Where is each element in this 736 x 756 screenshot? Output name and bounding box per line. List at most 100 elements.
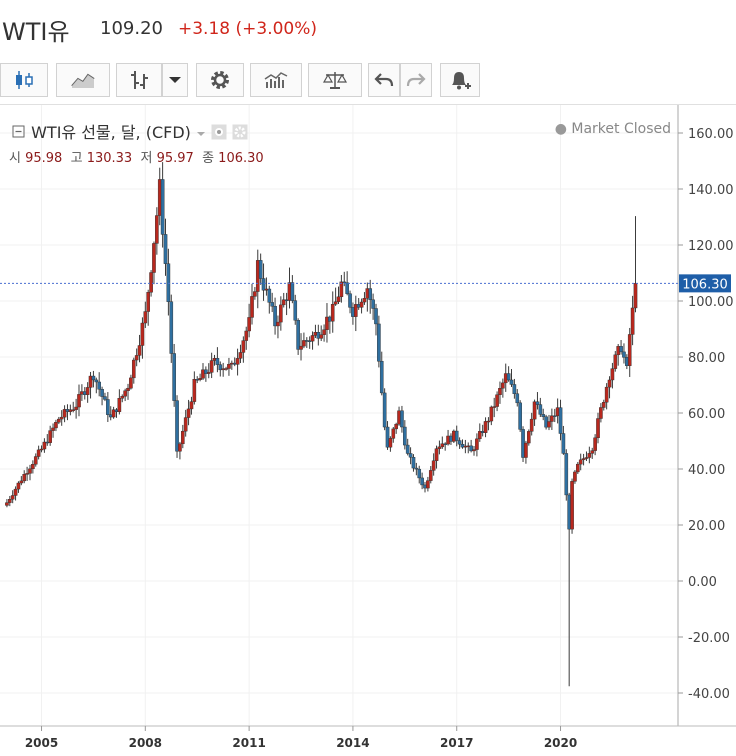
legend-dropdown-icon[interactable] bbox=[196, 130, 206, 138]
candle-body bbox=[36, 449, 41, 457]
candlestick-icon bbox=[16, 71, 33, 89]
candle-body bbox=[25, 473, 29, 475]
candle-body bbox=[325, 316, 329, 330]
candle-body bbox=[123, 390, 127, 397]
last-price-label: 106.30 bbox=[682, 277, 728, 292]
settings-button[interactable] bbox=[196, 63, 244, 97]
candle-body bbox=[512, 384, 517, 394]
candle-body bbox=[258, 260, 263, 279]
candle-body bbox=[42, 441, 47, 450]
legend-title: WTI유 선물, 달, (CFD) bbox=[31, 123, 191, 142]
undo-button[interactable] bbox=[368, 63, 400, 97]
candle-body bbox=[411, 457, 416, 469]
candle-body bbox=[622, 351, 626, 358]
y-tick-label: 20.00 bbox=[688, 519, 725, 534]
add-alert-button[interactable] bbox=[440, 63, 480, 97]
low-value: 95.97 bbox=[156, 151, 194, 166]
redo-button[interactable] bbox=[400, 63, 432, 97]
high-value: 130.33 bbox=[86, 151, 133, 166]
candle-body bbox=[267, 288, 272, 303]
candle-body bbox=[54, 422, 58, 429]
y-tick-label: 0.00 bbox=[688, 575, 717, 590]
candle-body bbox=[273, 305, 277, 327]
candle-body bbox=[613, 354, 618, 369]
candle-body bbox=[322, 329, 326, 335]
candle-body bbox=[59, 416, 64, 420]
candle-body bbox=[134, 355, 139, 361]
bar-chart-button[interactable] bbox=[116, 63, 162, 97]
candle-body bbox=[39, 448, 44, 451]
gear-icon bbox=[211, 71, 229, 89]
symbol-title: WTI유 bbox=[2, 18, 70, 46]
candle-body bbox=[333, 301, 338, 305]
legend-title-row: WTI유 선물, 달, (CFD) bbox=[12, 119, 248, 143]
candle-body bbox=[111, 409, 116, 418]
candle-body bbox=[434, 448, 439, 461]
candle-body bbox=[535, 401, 540, 405]
x-tick-label: 2020 bbox=[544, 736, 577, 750]
candle-body bbox=[405, 444, 410, 454]
candle-body bbox=[610, 368, 615, 381]
market-status-text: Market Closed bbox=[571, 121, 671, 137]
candle-body bbox=[310, 335, 315, 342]
candle-body bbox=[10, 495, 15, 500]
y-tick-label: -40.00 bbox=[688, 687, 730, 702]
chart-type-dropdown[interactable] bbox=[162, 63, 188, 97]
y-tick-label: 120.00 bbox=[688, 239, 734, 254]
y-tick-label: 140.00 bbox=[688, 183, 734, 198]
candlestick-button[interactable] bbox=[0, 63, 48, 97]
candle-body bbox=[529, 418, 534, 432]
chart-area[interactable]: 160.00 140.00 120.00 100.00 80.00 60.00 40.00 2… bbox=[0, 105, 736, 756]
candle-body bbox=[279, 304, 283, 323]
candle-body bbox=[235, 358, 240, 365]
candle-body bbox=[590, 450, 595, 454]
candle-body bbox=[417, 468, 422, 479]
candle-body bbox=[120, 396, 125, 399]
indicators-button[interactable] bbox=[250, 63, 302, 97]
x-tick-label: 2017 bbox=[440, 736, 473, 750]
candle-body bbox=[454, 430, 459, 441]
candle-body bbox=[518, 402, 522, 430]
candle-body bbox=[552, 415, 557, 417]
candle-body bbox=[218, 364, 223, 371]
eye-icon[interactable] bbox=[211, 124, 227, 140]
indicators-icon bbox=[264, 72, 288, 88]
y-tick-label: 60.00 bbox=[688, 407, 725, 422]
candle-body bbox=[281, 299, 286, 306]
candle-body bbox=[137, 345, 142, 356]
candle-body bbox=[227, 363, 231, 369]
candle-body bbox=[408, 453, 413, 458]
candle-body bbox=[532, 401, 537, 420]
compare-button[interactable] bbox=[308, 63, 362, 97]
candle-body bbox=[630, 307, 635, 335]
candle-body bbox=[596, 418, 600, 439]
candle-body bbox=[388, 438, 393, 448]
x-tick-label: 2011 bbox=[232, 736, 265, 750]
line-chart-button[interactable] bbox=[56, 63, 110, 97]
candle-body bbox=[16, 482, 21, 490]
candle-body bbox=[391, 428, 396, 439]
candle-body bbox=[172, 353, 176, 401]
last-price: 109.20 bbox=[100, 18, 163, 39]
collapse-icon[interactable] bbox=[12, 125, 26, 139]
candle-body bbox=[51, 427, 55, 431]
candle-body bbox=[483, 421, 488, 433]
candle-body bbox=[469, 445, 473, 452]
candle-body bbox=[599, 407, 603, 419]
price-chart[interactable]: 160.00 140.00 120.00 100.00 80.00 60.00 40.00 2… bbox=[0, 105, 736, 756]
candle-body bbox=[152, 243, 156, 273]
candle-body bbox=[97, 381, 101, 390]
candle-body bbox=[515, 393, 520, 404]
candle-body bbox=[186, 408, 191, 418]
settings-small-icon[interactable] bbox=[232, 124, 248, 140]
candle-body bbox=[576, 463, 580, 473]
candle-body bbox=[290, 282, 295, 301]
x-tick-label: 2008 bbox=[129, 736, 162, 750]
candle-body bbox=[492, 406, 497, 408]
candle-body bbox=[457, 440, 462, 445]
candle-body bbox=[498, 388, 502, 395]
candle-body bbox=[354, 304, 358, 317]
candle-body bbox=[564, 453, 569, 496]
candle-body bbox=[440, 443, 445, 448]
candle-body bbox=[587, 453, 592, 458]
